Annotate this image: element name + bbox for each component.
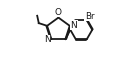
Text: Br: Br [85, 12, 94, 21]
Text: N: N [44, 35, 51, 44]
Text: O: O [55, 8, 62, 17]
Text: N: N [71, 21, 77, 30]
